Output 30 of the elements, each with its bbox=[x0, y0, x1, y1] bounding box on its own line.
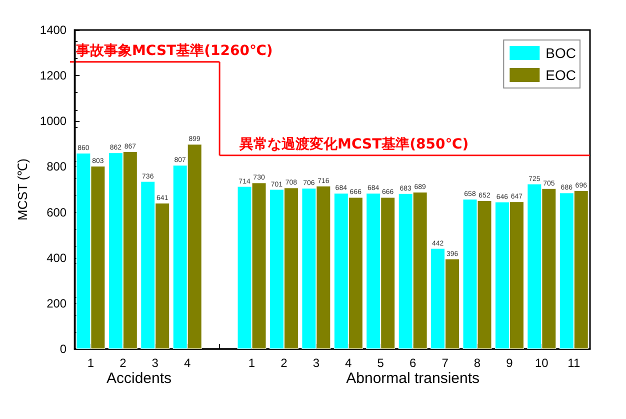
x-tick-label: 7 bbox=[442, 356, 449, 370]
x-tick-label: 1 bbox=[248, 356, 256, 370]
x-tick-label: 8 bbox=[474, 356, 481, 370]
y-axis-title: MCST (℃) bbox=[15, 158, 30, 220]
x-tick-label: 4 bbox=[345, 356, 352, 370]
x-tick-label: 4 bbox=[184, 356, 191, 370]
x-tick-label: 1 bbox=[87, 356, 94, 370]
text: Accidents bbox=[106, 370, 172, 387]
x-tick-label: 3 bbox=[152, 356, 159, 370]
legend-label: BOC bbox=[546, 45, 576, 61]
x-tick-label: 11 bbox=[568, 356, 580, 370]
text: Abnormal transients bbox=[346, 370, 480, 387]
x-tick-label: 10 bbox=[535, 356, 549, 370]
y-tick-label: 0 bbox=[60, 342, 67, 356]
y-tick-label: 200 bbox=[46, 296, 67, 310]
x-tick-label: 3 bbox=[312, 356, 320, 370]
y-tick-label: 400 bbox=[46, 250, 67, 265]
x-tick-label: 9 bbox=[506, 356, 514, 370]
y-tick-label: 1400 bbox=[40, 23, 67, 37]
legend-label: EOC bbox=[546, 67, 576, 83]
x-tick-label: 2 bbox=[280, 356, 288, 370]
y-tick-label: 800 bbox=[46, 160, 67, 174]
y-tick-label: 1000 bbox=[40, 114, 67, 128]
x-tick-label: 6 bbox=[409, 356, 416, 370]
y-tick-label: 1200 bbox=[40, 68, 67, 83]
ref-line-label: 異常な過渡変化MCST基準(850℃) bbox=[238, 135, 469, 152]
x-tick-label: 2 bbox=[120, 356, 127, 370]
y-tick-label: 600 bbox=[46, 205, 67, 220]
x-tick-label: 5 bbox=[377, 356, 384, 370]
ref-line-label: 事故事象MCST基準(1260℃) bbox=[75, 42, 273, 59]
